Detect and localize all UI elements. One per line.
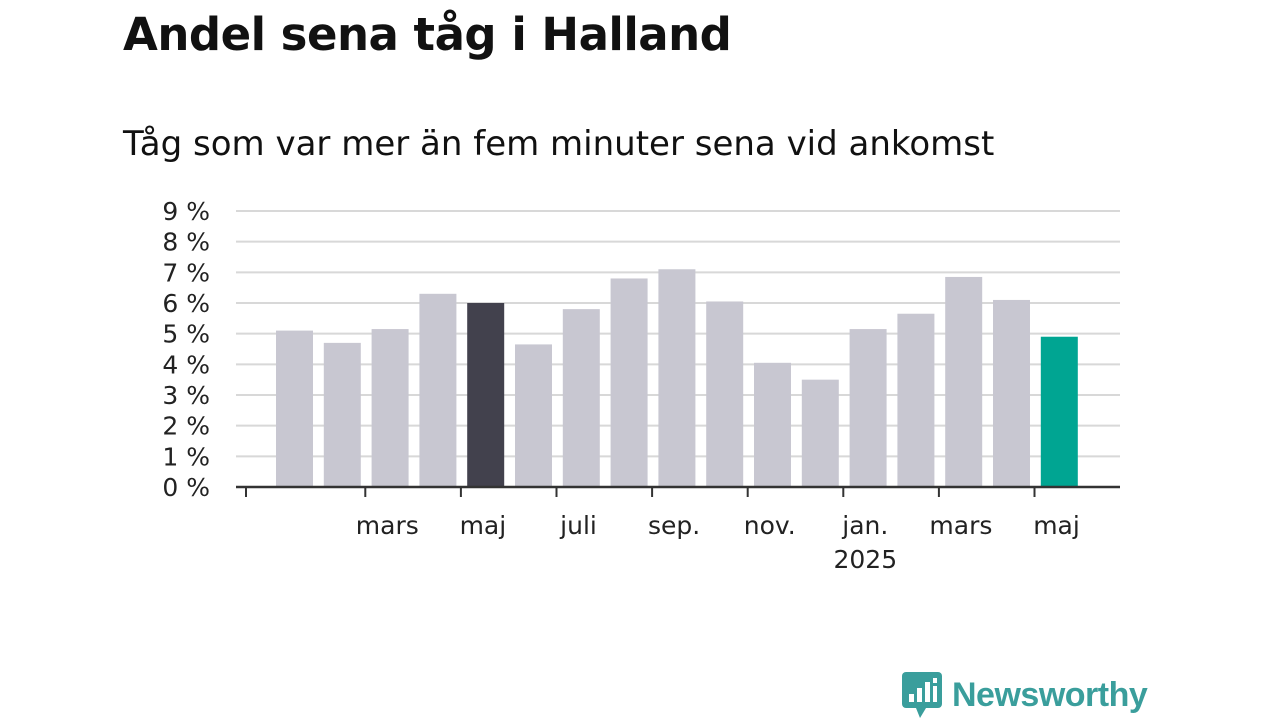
logo-text: Newsworthy	[952, 675, 1148, 714]
bar-2024-12	[754, 362, 791, 487]
y-tick-label: 5 %	[162, 320, 210, 349]
bar-2024-04	[371, 329, 409, 487]
bar-2024-11	[706, 301, 744, 487]
bar-2024-06	[467, 303, 505, 487]
y-tick-label: 6 %	[162, 289, 210, 318]
y-tick-label: 4 %	[162, 350, 210, 379]
y-tick-label: 0 %	[162, 473, 210, 502]
bar-2024-02	[276, 330, 313, 487]
bar-2024-08	[562, 309, 600, 487]
newsworthy-logo: Newsworthy	[902, 670, 1148, 720]
y-tick-label: 9 %	[162, 197, 210, 226]
bar-2025-06	[1040, 336, 1078, 487]
x-tick-label: jan.	[841, 511, 888, 540]
bar-2025-02	[849, 329, 887, 487]
y-tick-label: 7 %	[162, 258, 210, 287]
chart-title: Andel sena tåg i Halland	[123, 8, 732, 61]
bar-2025-04	[945, 276, 983, 487]
x-tick-label: mars	[356, 511, 419, 540]
bar-2024-10	[658, 269, 696, 487]
logo-chart-icon	[902, 672, 942, 718]
bar-2024-03	[323, 342, 361, 487]
x-tick-label: maj	[460, 511, 507, 540]
y-tick-label: 3 %	[162, 381, 210, 410]
x-axis-labels: mars maj juli sep. nov. jan. 2025 mars maj	[356, 511, 1080, 574]
bar-chart: 0 %1 %2 %3 %4 %5 %6 %7 %8 %9 % mars maj ju…	[162, 197, 1120, 574]
bar-2024-05	[419, 293, 457, 487]
chart-subtitle: Tåg som var mer än fem minuter sena vid …	[123, 124, 995, 164]
x-tick-label: sep.	[648, 511, 700, 540]
y-tick-label: 1 %	[162, 442, 210, 471]
x-axis	[236, 485, 1120, 497]
x-tick-label: juli	[559, 511, 597, 540]
x-tick-label: nov.	[744, 511, 796, 540]
y-axis-labels: 0 %1 %2 %3 %4 %5 %6 %7 %8 %9 %	[162, 197, 210, 502]
bar-2024-09	[610, 278, 648, 487]
y-tick-label: 8 %	[162, 228, 210, 257]
x-tick-label: maj	[1033, 511, 1080, 540]
bars	[276, 269, 1078, 487]
bar-2025-01	[801, 379, 839, 487]
x-tick-year-label: 2025	[833, 545, 897, 574]
bar-2025-05	[993, 299, 1030, 487]
y-tick-label: 2 %	[162, 412, 210, 441]
bar-2025-03	[897, 313, 935, 487]
x-tick-label: mars	[929, 511, 992, 540]
bar-2024-07	[515, 344, 552, 487]
